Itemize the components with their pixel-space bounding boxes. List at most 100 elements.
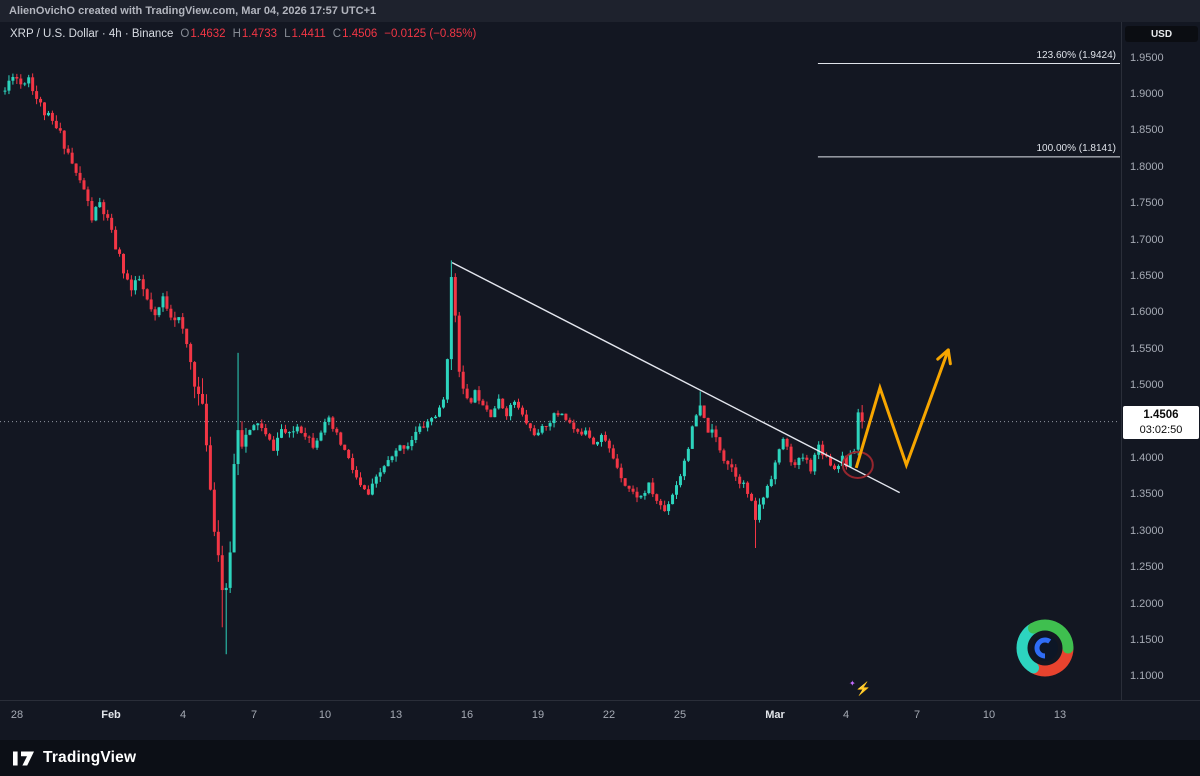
candle-body bbox=[122, 253, 125, 274]
candle-body bbox=[351, 458, 355, 470]
candle-body bbox=[390, 456, 394, 461]
attribution-bar: AlienOvichO created with TradingView.com… bbox=[0, 0, 1200, 22]
candle-body bbox=[469, 398, 473, 403]
breakout-circle-drawing[interactable] bbox=[841, 450, 874, 479]
candle-body bbox=[675, 485, 678, 495]
candle-body bbox=[714, 429, 718, 438]
candle-body bbox=[339, 432, 343, 445]
candle-body bbox=[422, 426, 426, 428]
candle-body bbox=[449, 277, 453, 360]
candle-body bbox=[777, 449, 781, 463]
candle-body bbox=[643, 493, 647, 496]
candle-body bbox=[639, 495, 643, 498]
price-tick-label: 1.5500 bbox=[1130, 342, 1164, 355]
candle-body bbox=[465, 388, 469, 399]
candle-body bbox=[157, 307, 161, 316]
time-tick-label: 10 bbox=[318, 709, 332, 721]
candle-body bbox=[524, 414, 528, 424]
candle-body bbox=[260, 423, 264, 429]
time-axis[interactable]: 28 Feb 4 7 10 13 16 19 22 25 Mar 4 7 10 13 bbox=[0, 700, 1200, 740]
candle-body bbox=[615, 458, 619, 468]
time-tick-label: 10 bbox=[982, 709, 996, 721]
candle-body bbox=[208, 445, 212, 490]
candle-body bbox=[663, 505, 667, 512]
price-axis[interactable]: USD 1.9500 1.9000 1.8500 1.8000 1.7500 1.7000… bbox=[1121, 22, 1200, 700]
price-tick-label: 1.6000 bbox=[1130, 306, 1164, 319]
candle-body bbox=[323, 421, 327, 433]
candle-body bbox=[153, 309, 157, 316]
candle-body bbox=[532, 428, 536, 436]
candle-body bbox=[655, 494, 659, 501]
price-tick-label: 1.6500 bbox=[1130, 269, 1164, 282]
candle-body bbox=[738, 476, 742, 484]
candle-body bbox=[137, 279, 141, 281]
candle-body bbox=[556, 413, 560, 416]
time-tick-label: 25 bbox=[673, 709, 687, 721]
candle-body bbox=[212, 489, 216, 532]
time-tick-label: 28 bbox=[10, 709, 24, 721]
fib-level-label: 123.60% (1.9424) bbox=[1036, 49, 1116, 61]
candle-body bbox=[694, 415, 698, 427]
candle-body bbox=[734, 467, 738, 477]
candle-body bbox=[197, 386, 201, 394]
candle-body bbox=[438, 407, 441, 417]
candle-body bbox=[548, 423, 552, 427]
candle-body bbox=[821, 444, 825, 456]
flash-event-icon[interactable]: ✦ ⚡ bbox=[849, 679, 875, 699]
candle-body bbox=[291, 431, 295, 433]
ohlc-high-label: H bbox=[232, 28, 241, 40]
candle-body bbox=[268, 434, 272, 440]
candle-body bbox=[840, 455, 844, 466]
candle-body bbox=[133, 280, 137, 291]
currency-toggle-button[interactable]: USD bbox=[1125, 26, 1198, 42]
candle-body bbox=[710, 429, 714, 433]
candle-body bbox=[82, 180, 86, 190]
last-price-label: 1.4506 bbox=[1143, 408, 1179, 421]
time-tick-label: 13 bbox=[389, 709, 403, 721]
candle-body bbox=[287, 432, 291, 434]
candle-body bbox=[386, 460, 390, 467]
candle-body bbox=[461, 371, 465, 389]
symbol-title[interactable]: XRP / U.S. Dollar · 4h · Binance bbox=[10, 28, 174, 40]
ohlc-open-label: O bbox=[180, 28, 190, 40]
price-tick-label: 1.2500 bbox=[1130, 561, 1164, 574]
candle-body bbox=[682, 460, 686, 477]
candle-body bbox=[295, 426, 299, 432]
candle-body bbox=[39, 98, 43, 103]
candle-body bbox=[457, 315, 461, 372]
candle-body bbox=[62, 130, 66, 149]
candle-body bbox=[426, 421, 430, 428]
candle-body bbox=[698, 405, 702, 416]
candle-body bbox=[165, 296, 169, 309]
time-tick-label: 16 bbox=[460, 709, 474, 721]
candle-body bbox=[785, 438, 789, 447]
ohlc-low-label: L bbox=[284, 28, 291, 40]
candle-body bbox=[856, 412, 860, 450]
candle-body bbox=[544, 426, 548, 428]
candle-body bbox=[793, 462, 797, 465]
trendline-drawing[interactable] bbox=[451, 261, 900, 494]
candle-body bbox=[303, 432, 307, 437]
candle-body bbox=[489, 409, 493, 418]
candle-body bbox=[90, 201, 94, 221]
candle-body bbox=[327, 417, 331, 422]
time-tick-label: 4 bbox=[842, 709, 850, 721]
symbol-legend[interactable]: XRP / U.S. Dollar · 4h · Binance O 1.463… bbox=[10, 28, 476, 40]
projection-arrowhead bbox=[946, 348, 952, 366]
candle-body bbox=[722, 450, 726, 461]
candle-body bbox=[248, 430, 252, 435]
candle-body bbox=[813, 454, 817, 472]
candle-body bbox=[599, 434, 603, 442]
candle-body bbox=[335, 428, 339, 433]
candle-body bbox=[54, 120, 58, 129]
candle-body bbox=[623, 478, 627, 486]
projection-arrow-drawing[interactable] bbox=[854, 349, 950, 470]
candle-body bbox=[765, 485, 769, 498]
candle-body bbox=[829, 456, 833, 466]
candle-body bbox=[177, 317, 181, 321]
candle-body bbox=[118, 249, 122, 254]
price-tick-label: 1.4000 bbox=[1130, 451, 1164, 464]
ohlc-close-label: C bbox=[332, 28, 342, 40]
candle-body bbox=[382, 466, 386, 473]
